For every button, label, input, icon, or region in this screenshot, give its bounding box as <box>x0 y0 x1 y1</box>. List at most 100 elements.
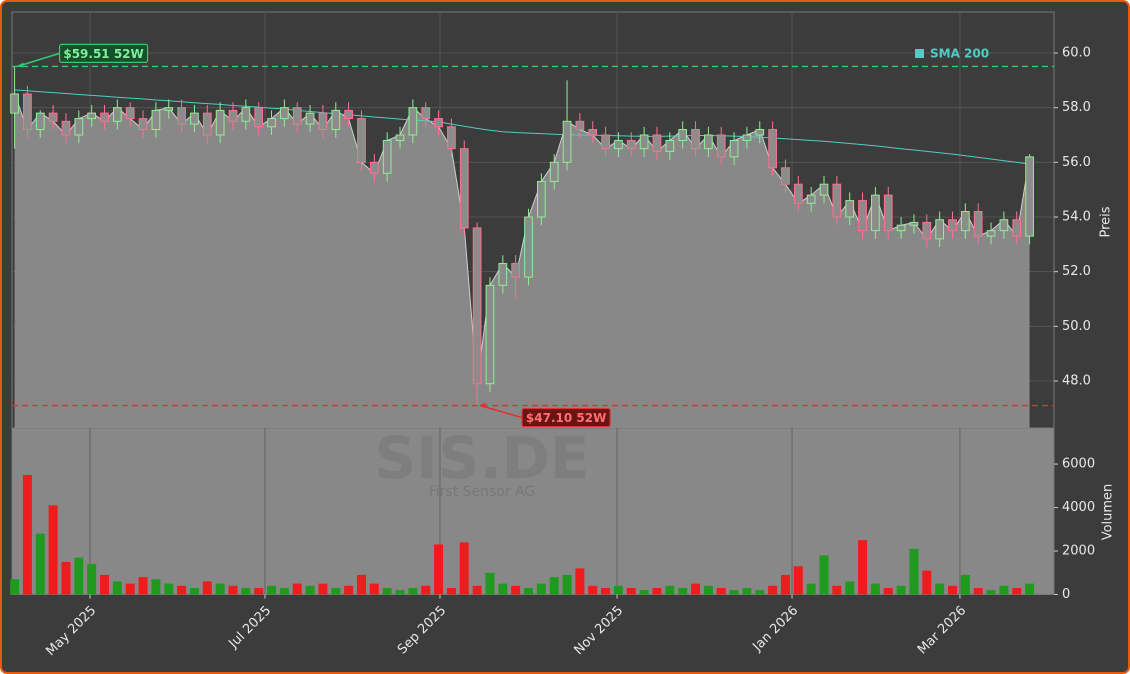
y-tick-label: 56.0 <box>1062 155 1091 170</box>
annotation-label: $59.51 52W <box>63 47 143 61</box>
candle-body <box>48 112 58 122</box>
candle-body <box>344 109 353 120</box>
volume-bar <box>10 579 20 595</box>
volume-bar <box>948 585 957 595</box>
volume-bar <box>960 574 970 595</box>
volume-bar <box>408 587 418 595</box>
candle-body <box>10 93 19 114</box>
y-tick-label: 58.0 <box>1062 100 1091 115</box>
candle-body <box>524 216 533 278</box>
volume-bar <box>575 568 585 595</box>
candle-body <box>716 134 726 158</box>
legend-swatch <box>915 49 924 58</box>
volume-bar <box>61 561 71 595</box>
candle-body <box>280 107 289 120</box>
annotation-arrow <box>479 404 523 419</box>
candle-body <box>973 211 983 237</box>
candle-body <box>421 107 431 120</box>
candle-body <box>151 109 161 131</box>
y-tick-label: 48.0 <box>1062 373 1091 388</box>
candle-body <box>922 221 932 240</box>
candle-body <box>164 107 174 111</box>
candle-body <box>960 211 970 232</box>
volume-bar <box>267 585 277 595</box>
volume-bar <box>549 577 559 595</box>
candle-body <box>35 112 45 131</box>
candle-body <box>177 107 186 125</box>
volume-bar <box>665 585 675 595</box>
candle-body <box>369 161 379 174</box>
volume-bar <box>395 590 405 595</box>
candle-body <box>819 183 829 196</box>
candle-body <box>832 183 842 218</box>
volume-bar <box>613 585 623 595</box>
y-tick-label: 52.0 <box>1062 264 1091 279</box>
candle-body <box>665 139 675 152</box>
candle-body <box>588 129 598 136</box>
y-tick-label: 54.0 <box>1062 209 1091 224</box>
candle-body <box>549 161 559 182</box>
candle-body <box>87 112 97 120</box>
sma-line <box>14 89 1030 165</box>
volume-bar <box>922 570 932 595</box>
volume-bar <box>524 587 533 595</box>
candle-body <box>382 139 392 174</box>
volume-bar <box>793 566 803 595</box>
candle-body <box>498 262 508 286</box>
volume-bar <box>369 583 379 595</box>
annotation-label: $47.10 52W <box>526 411 606 425</box>
volume-bar <box>691 583 701 595</box>
y-tick-label: 6000 <box>1062 457 1095 472</box>
candle-body <box>742 134 752 141</box>
candle-body <box>768 129 777 169</box>
candle-body <box>228 109 238 122</box>
y-tick-label: 2000 <box>1062 544 1095 559</box>
candle-body <box>1025 156 1034 237</box>
y-tick-label: 60.0 <box>1062 45 1091 60</box>
candle-body <box>305 112 315 125</box>
volume-bar <box>703 585 713 595</box>
volume-bar <box>536 583 546 595</box>
candle-body <box>601 134 610 150</box>
candle-body <box>202 112 212 136</box>
candle-body <box>858 200 867 232</box>
volume-bar <box>279 587 289 595</box>
candle-body <box>485 284 495 385</box>
candle-body <box>652 134 662 152</box>
candle-body <box>793 183 803 204</box>
volume-bar <box>498 583 508 595</box>
volume-bar <box>356 574 366 595</box>
y-tick-label: 50.0 <box>1062 319 1091 334</box>
volume-bar <box>331 587 341 595</box>
candle-body <box>1012 219 1022 237</box>
volume-bar <box>870 583 880 595</box>
candle-body <box>639 134 649 150</box>
candle-body <box>883 194 893 232</box>
candle-body <box>267 118 276 128</box>
annotation-box <box>58 43 149 63</box>
volume-bar <box>112 581 122 595</box>
volume-bar <box>678 587 688 595</box>
candle-body <box>845 200 855 218</box>
volume-bar <box>639 590 649 595</box>
volume-bar <box>125 583 135 595</box>
volume-bar <box>883 587 893 595</box>
candle-body <box>113 107 122 122</box>
candle-body <box>704 134 713 150</box>
annotation-box <box>521 407 611 428</box>
candle-body <box>871 194 880 232</box>
volume-bar <box>1025 583 1035 595</box>
volume-bar <box>189 587 199 595</box>
candle-body <box>755 129 765 136</box>
candle-body <box>318 112 328 131</box>
candle-body <box>447 126 456 150</box>
y-tick-label: 0 <box>1062 587 1070 602</box>
volume-bar <box>858 540 868 595</box>
volume-bar <box>819 555 829 595</box>
candle-body <box>626 139 636 150</box>
candle-body <box>408 107 418 136</box>
candle-body <box>241 107 251 122</box>
volume-bar <box>202 581 212 595</box>
candle-body <box>691 129 700 150</box>
volume-bar <box>832 585 842 595</box>
